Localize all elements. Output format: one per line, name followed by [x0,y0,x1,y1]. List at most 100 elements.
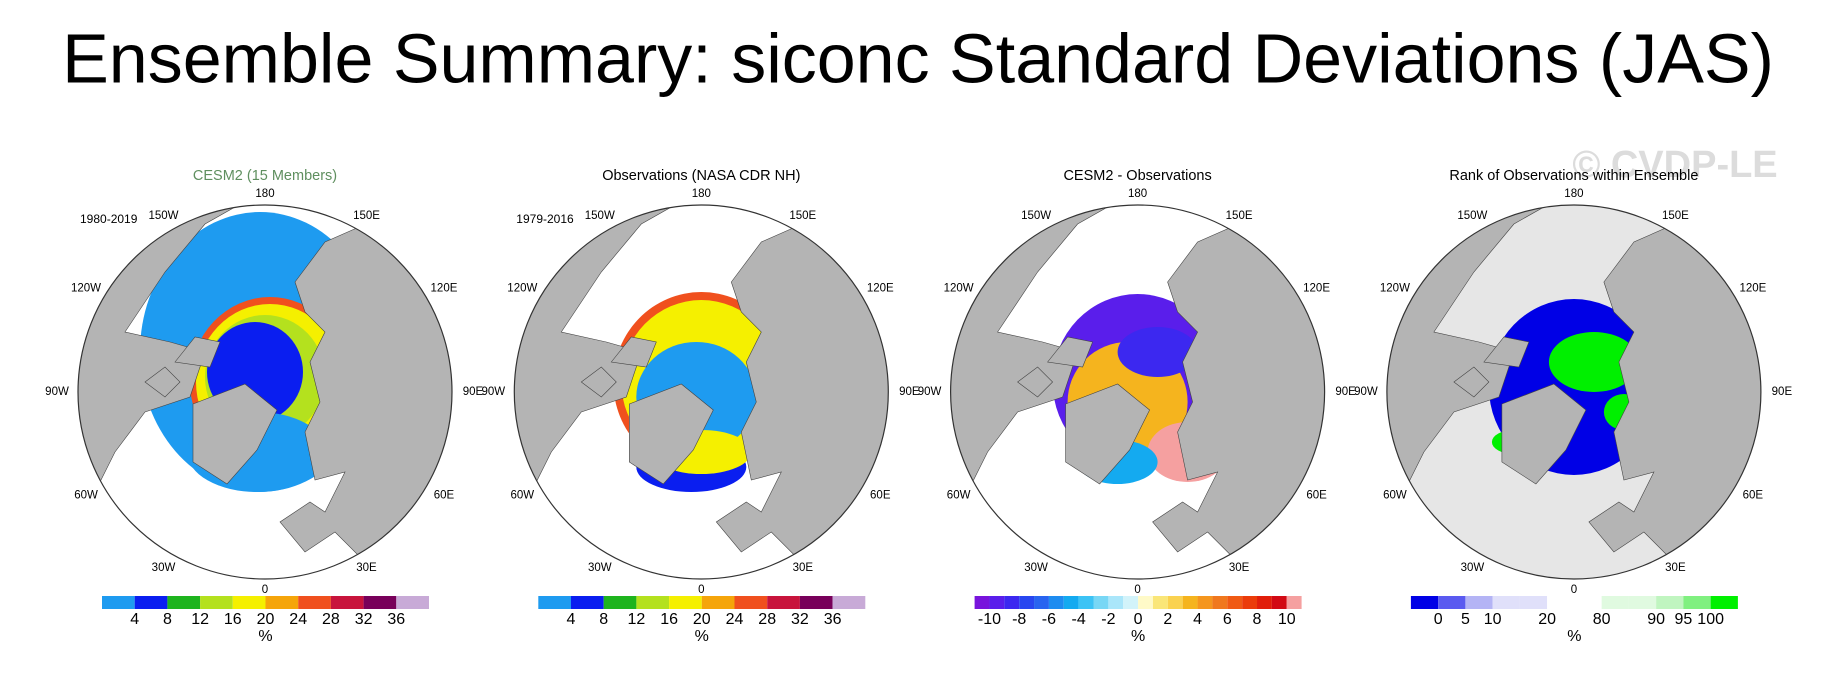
longitude-label: 120W [1380,283,1410,295]
land [1047,336,1094,368]
colorbar-label: 4 [1193,611,1202,628]
period-label: 1979-2016 [516,212,574,226]
land [1017,366,1054,398]
colorbar-box [167,596,201,609]
land [1065,383,1150,485]
map [950,205,1325,579]
colorbar-box [1123,596,1139,609]
period-label: 1980-2019 [80,212,138,226]
longitude-label: 90W [481,386,505,398]
longitude-label: 90W [45,386,69,398]
longitude-label: 30W [152,562,176,574]
colorbar-label: 20 [257,611,275,628]
colorbar-box [636,596,670,609]
longitude-label: 60W [510,489,534,501]
colorbar-box [1078,596,1094,609]
colorbar-label: 24 [726,611,744,628]
colorbar-box [1710,596,1738,609]
colorbar-label: 10 [1484,611,1502,628]
longitude-label: 180 [692,188,711,200]
longitude-label: 90E [1772,386,1793,398]
colorbar-box [1004,596,1020,609]
colorbar-box [102,596,135,609]
colorbar-unit: % [258,628,272,645]
colorbar-box [1492,596,1520,609]
colorbar-label: 5 [1461,611,1470,628]
colorbar-label: 32 [355,611,373,628]
figure-title: Ensemble Summary: siconc Standard Deviat… [62,19,1774,97]
colorbar-unit: % [1567,628,1581,645]
colorbar-box [1547,596,1575,609]
longitude-label: 60W [947,489,971,501]
longitude-label: 120E [431,283,458,295]
colorbar-box [974,596,990,609]
colorbar-box [1108,596,1124,609]
colorbar-box [832,596,866,609]
panel-title: Observations (NASA CDR NH) [602,168,800,184]
longitude-label: 60E [1743,489,1764,501]
longitude-label: 90W [1354,386,1378,398]
colorbar-label: 0 [1434,611,1443,628]
map [514,205,889,579]
colorbar-box [734,596,768,609]
longitude-label: 150W [585,210,615,222]
land [628,383,714,485]
longitude-label: 90E [1335,386,1356,398]
longitude-label: 150W [1457,210,1487,222]
colorbar-box [1242,596,1258,609]
panel-title: CESM2 - Observations [1063,168,1211,184]
colorbar-box [1286,596,1302,609]
colorbar-box [1656,596,1684,609]
colorbar-box [1167,596,1183,609]
longitude-label: 150W [1021,210,1051,222]
colorbar-label: 8 [1253,611,1262,628]
colorbar-box [200,596,233,609]
colorbar-box [1519,596,1548,609]
longitude-label: 120E [867,283,894,295]
map-border [77,204,453,580]
colorbar-box [799,596,833,609]
land [580,366,617,398]
colorbar-label: 2 [1163,611,1172,628]
colorbar-box [1574,596,1602,609]
colorbar-box [1212,596,1228,609]
land [174,336,221,368]
longitude-label: 60E [434,489,455,501]
colorbar-label: -10 [978,611,1001,628]
colorbar-box [1138,596,1153,609]
colorbar-label: 28 [758,611,776,628]
sea-ice-field [1117,327,1198,377]
colorbar-label: 8 [163,611,172,628]
colorbar-box [1048,596,1064,609]
map [78,205,452,579]
longitude-label: 30E [356,562,377,574]
colorbar-box [265,596,299,609]
longitude-label: 180 [1128,188,1147,200]
colorbar-box [232,596,266,609]
longitude-label: 150W [148,210,178,222]
colorbar-label: 8 [599,611,608,628]
colorbar-box [1271,596,1287,609]
land [1453,366,1490,398]
colorbar-box [330,596,364,609]
colorbar-label: 90 [1647,611,1665,628]
colorbar-label: 4 [567,611,576,628]
longitude-label: 150E [789,210,816,222]
longitude-label: 180 [255,188,274,200]
land [144,366,181,398]
longitude-label: 120W [507,283,537,295]
colorbar-box [396,596,429,609]
map-content [950,205,1325,579]
longitude-label: 150E [353,210,380,222]
colorbar-box [1227,596,1243,609]
longitude-label: 150E [1226,210,1253,222]
longitude-label: 60W [1383,489,1407,501]
land [610,336,657,368]
colorbar-label: 36 [387,611,405,628]
colorbar-box [1438,596,1466,609]
colorbar-unit: % [695,628,709,645]
colorbar-label: 95 [1675,611,1693,628]
longitude-label: 60E [1306,489,1327,501]
colorbar-label: 20 [693,611,711,628]
